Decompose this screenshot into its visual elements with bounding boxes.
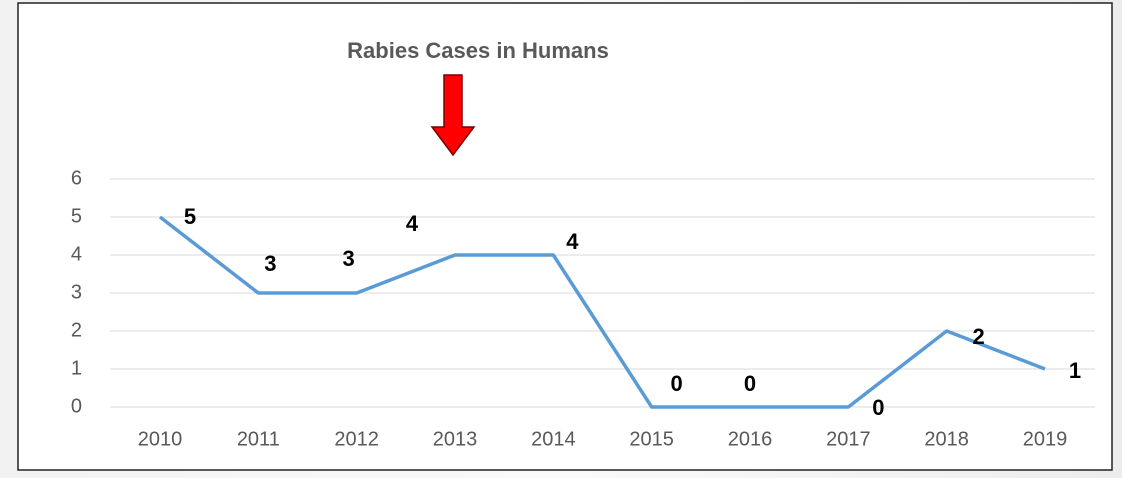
data-label: 3 [264, 251, 276, 276]
x-tick-label: 2013 [433, 428, 478, 450]
data-label: 4 [566, 229, 579, 254]
y-tick-label: 0 [71, 395, 82, 417]
y-tick-label: 5 [71, 205, 82, 227]
chart-title: Rabies Cases in Humans [347, 38, 609, 63]
x-tick-label: 2014 [531, 428, 576, 450]
data-label: 0 [744, 371, 756, 396]
data-label: 3 [343, 246, 355, 271]
data-label: 0 [671, 371, 683, 396]
data-line [158, 215, 1046, 409]
x-tick-label: 2012 [334, 428, 379, 450]
data-label: 2 [973, 324, 985, 349]
data-label: 4 [406, 211, 419, 236]
data-label: 5 [184, 204, 196, 229]
x-tick-label: 2010 [138, 428, 183, 450]
x-tick-label: 2017 [826, 428, 871, 450]
y-tick-label: 3 [71, 281, 82, 303]
y-tick-label: 4 [71, 243, 82, 265]
arrow [430, 74, 476, 157]
chart-frame [17, 2, 1113, 471]
x-tick-label: 2018 [924, 428, 969, 450]
y-tick-label: 6 [71, 167, 82, 189]
y-tick-label: 2 [71, 319, 82, 341]
x-tick-label: 2015 [629, 428, 674, 450]
data-label: 0 [872, 395, 884, 420]
x-tick-label: 2016 [728, 428, 773, 450]
x-tick-label: 2011 [237, 428, 280, 450]
y-tick-label: 1 [71, 357, 82, 379]
x-tick-label: 2019 [1023, 428, 1068, 450]
data-label: 1 [1069, 358, 1081, 383]
